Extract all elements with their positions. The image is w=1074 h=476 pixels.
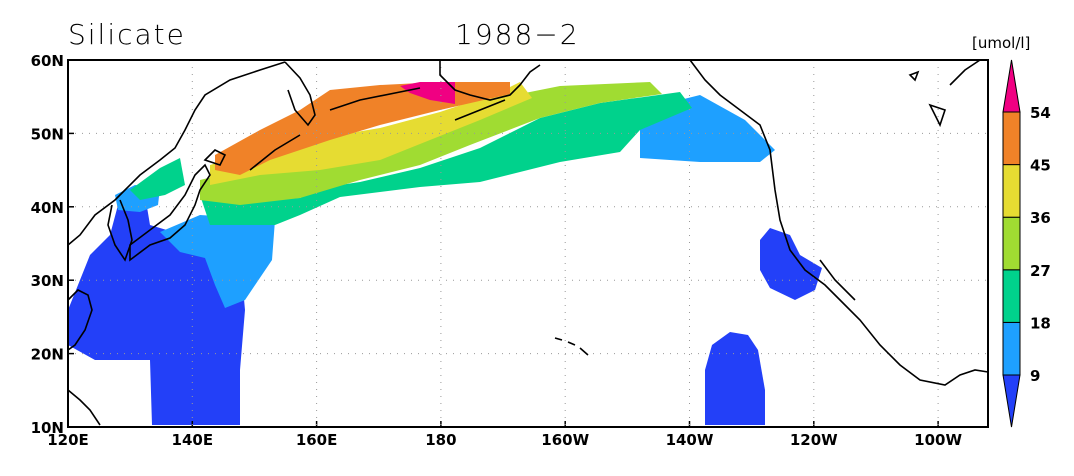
colorbar-label: 54 [1030, 104, 1051, 122]
colorbar-segment [1002, 164, 1021, 218]
silicate-region [200, 92, 692, 225]
colorbar-segment [1002, 321, 1021, 376]
silicate-region [705, 332, 765, 425]
silicate-region [400, 82, 455, 104]
colorbar: 9 18 27 36 45 54 [1002, 59, 1051, 428]
lat-label: 60N [31, 52, 64, 70]
coast-alaska [439, 60, 541, 121]
lat-label: 30N [31, 272, 64, 290]
coast-kamchatka [249, 61, 421, 171]
colorbar-label: 27 [1030, 262, 1051, 280]
coastlines [67, 59, 989, 426]
colorbar-low [1002, 374, 1021, 428]
silicate-region [210, 82, 532, 185]
colorbar-label: 45 [1030, 157, 1051, 175]
lon-label: 180 [425, 431, 456, 449]
coast-hawaii [554, 337, 589, 356]
lat-label: 40N [31, 199, 64, 217]
coast-asia [67, 61, 286, 426]
lon-label: 140E [172, 431, 214, 449]
lon-label: 120E [47, 431, 89, 449]
title: Silicate [68, 18, 186, 51]
lon-label: 160E [296, 431, 338, 449]
silicate-region [160, 215, 275, 308]
coast-north-america [689, 59, 989, 386]
colorbar-segment [1002, 269, 1021, 323]
lat-label: 10N [31, 419, 64, 437]
colorbar-label: 9 [1030, 367, 1040, 385]
colorbar-high [1002, 59, 1021, 113]
map-frame [67, 59, 989, 428]
colorbar-segment [1002, 111, 1021, 166]
units: [umol/l] [972, 34, 1030, 52]
silicate-region [760, 228, 822, 300]
lon-label: 120W [790, 431, 838, 449]
silicate-region [130, 158, 185, 200]
lat-label: 50N [31, 125, 64, 143]
lon-label: 160W [541, 431, 589, 449]
lon-label: 100W [914, 431, 962, 449]
silicate-region [200, 82, 662, 205]
shading [68, 82, 822, 425]
lon-label: 140W [666, 431, 714, 449]
colorbar-segment [1002, 216, 1021, 271]
coast-japan [129, 149, 227, 262]
colorbar-label: 18 [1030, 314, 1051, 332]
lat-label: 20N [31, 346, 64, 364]
silicate-region [215, 82, 510, 175]
period: 1988−2 [455, 18, 580, 51]
colorbar-label: 36 [1030, 209, 1051, 227]
